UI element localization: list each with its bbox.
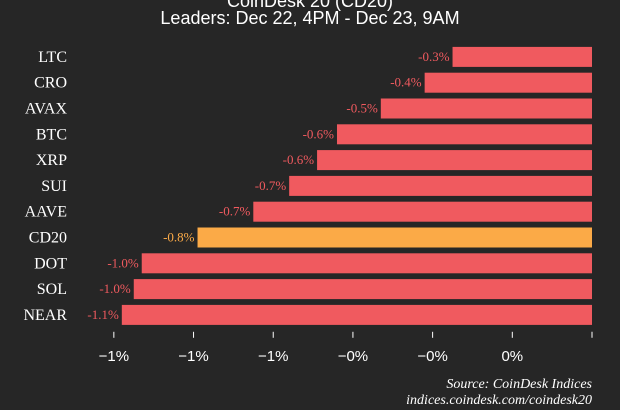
bar-dot xyxy=(141,253,592,274)
category-label: SOL xyxy=(37,281,67,298)
value-label: -0.8% xyxy=(163,230,195,245)
category-label: SUI xyxy=(41,178,67,195)
bar-btc xyxy=(336,124,592,145)
category-label: DOT xyxy=(34,255,67,272)
chart-subtitle: Leaders: Dec 22, 4PM - Dec 23, 9AM xyxy=(160,8,460,28)
value-label: -0.5% xyxy=(346,101,378,116)
bar-avax xyxy=(380,98,592,119)
bar-sui xyxy=(289,175,592,196)
x-tick-label: −0% xyxy=(338,348,368,365)
value-label: -0.6% xyxy=(283,152,315,167)
value-label: -0.4% xyxy=(390,75,422,90)
value-label: -0.7% xyxy=(255,178,287,193)
bar-sol xyxy=(133,279,592,300)
x-tick-label: −0% xyxy=(417,348,447,365)
value-label: -1.1% xyxy=(87,307,119,322)
bar-cd20 xyxy=(197,227,592,248)
value-label: -0.7% xyxy=(219,204,251,219)
value-label: -0.3% xyxy=(418,49,450,64)
value-label: -1.0% xyxy=(99,281,131,296)
category-label: NEAR xyxy=(23,307,67,324)
source-label: Source: CoinDesk Indices xyxy=(446,377,592,392)
value-label: -1.0% xyxy=(107,255,139,270)
bar-aave xyxy=(253,201,593,222)
x-tick-label: −1% xyxy=(178,348,208,365)
x-tick-label: −1% xyxy=(258,348,288,365)
bar-ltc xyxy=(452,46,592,67)
bar-xrp xyxy=(317,150,592,171)
value-label: -0.6% xyxy=(303,126,335,141)
bar-near xyxy=(121,304,593,325)
category-label: CRO xyxy=(34,75,67,92)
category-label: AVAX xyxy=(25,101,68,118)
x-tick-label: 0% xyxy=(501,348,523,365)
chart-title: CoinDesk 20 (CD20) xyxy=(226,0,394,11)
bar-cro xyxy=(424,72,592,93)
source-url: indices.coindesk.com/coindesk20 xyxy=(406,393,592,408)
category-label: LTC xyxy=(38,49,67,66)
category-label: BTC xyxy=(36,126,67,143)
category-label: CD20 xyxy=(29,230,67,247)
x-tick-label: −1% xyxy=(99,348,129,365)
category-label: XRP xyxy=(36,152,67,169)
category-label: AAVE xyxy=(25,204,67,221)
